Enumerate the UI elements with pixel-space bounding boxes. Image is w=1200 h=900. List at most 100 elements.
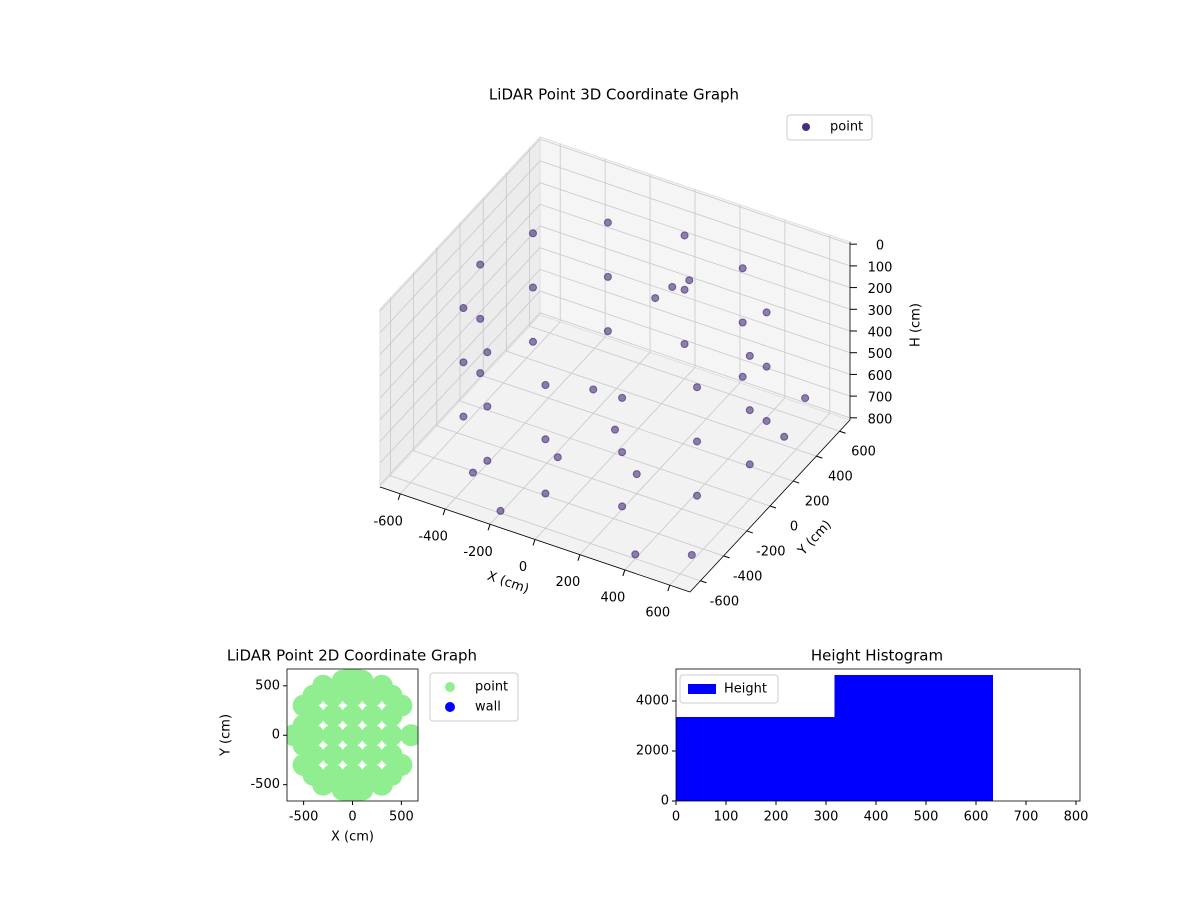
chart-title: LiDAR Point 2D Coordinate Graph [227,647,477,665]
point [292,734,315,757]
grid-line [379,160,851,334]
grid-line [624,219,786,571]
grid-line [379,225,851,399]
point [651,294,660,303]
point [380,724,403,747]
x-tick-label: 700 [1014,810,1039,825]
point [459,304,468,313]
plot-frame [675,668,1081,802]
x-tick-label: 400 [600,590,625,605]
point [341,724,364,747]
x-tick [442,508,446,516]
point [361,724,384,747]
point [476,369,485,378]
y-tick-label: 400 [828,470,853,485]
x-tick [667,584,671,592]
x-tick-label: -500 [289,810,319,825]
bar [676,717,835,801]
point [361,744,384,767]
y-tick-label: 500 [255,678,280,693]
y-tick [793,480,800,484]
point [762,416,771,425]
legend-label: wall [475,700,501,715]
legend-box [679,674,779,704]
point [312,773,335,796]
point [312,674,335,697]
point [618,393,627,402]
points [287,669,418,801]
y-tick-label: 2000 [636,744,669,759]
grid-line [436,247,747,532]
chart-title: LiDAR Point 3D Coordinate Graph [489,86,739,104]
grid-line [459,223,771,507]
grid-line [505,173,817,457]
point [390,753,413,776]
point [483,348,492,357]
point [631,550,640,559]
legend-marker [802,123,810,131]
grid-line [379,203,851,377]
point [611,425,619,434]
point [528,337,537,346]
y-tick-label: -400 [733,569,763,584]
point [745,351,754,360]
point [553,453,562,462]
grid-line [379,138,851,312]
y-tick [723,555,730,559]
x-tick-label: 0 [519,560,527,575]
point [483,456,492,465]
z-tick-label: 200 [868,282,893,297]
point [693,491,702,500]
z-tick-label: 800 [868,412,893,427]
z-tick-label: 700 [868,391,893,406]
point [292,714,315,737]
y-tick-label: 0 [661,794,669,809]
x-tick [487,524,491,531]
y-axis-label: Y (cm) [795,518,835,560]
point [528,283,537,292]
legend-marker [445,702,455,712]
legend-box [786,114,873,141]
x-tick-label: 400 [864,810,889,825]
y-tick-label: -200 [756,544,786,559]
grid-line [579,204,741,555]
grid-line [444,159,606,510]
grid-line [413,272,724,557]
y-tick [769,505,777,509]
point [603,272,612,281]
z-tick-label: 400 [868,326,893,341]
point [483,402,492,411]
point [693,437,702,446]
legend-marker [445,682,455,692]
point [321,704,344,727]
grid-line [379,268,851,442]
y-tick-label: -600 [710,594,740,609]
point [341,744,364,767]
y-tick-label: -500 [250,777,280,792]
point [351,669,374,692]
x-tick-label: 800 [1064,810,1089,825]
point [738,264,747,273]
x-tick-label: 500 [389,810,414,825]
point [687,550,696,559]
point [680,339,689,348]
point [468,468,477,477]
grid-line [669,235,831,586]
bar [834,675,993,801]
legend-label: Height [724,682,767,697]
x-tick [532,539,536,546]
point [351,778,374,801]
point [476,314,485,323]
point [693,383,702,392]
x-tick [397,493,401,501]
z-tick-label: 500 [868,347,893,362]
y-tick-label: 0 [272,728,280,743]
legend-label: point [830,120,863,135]
point [762,308,771,317]
point [603,327,612,336]
point [321,744,344,767]
point [801,394,810,403]
z-tick-label: 0 [876,239,884,254]
x-tick-label: 600 [645,606,670,621]
plot-frame [286,668,419,802]
